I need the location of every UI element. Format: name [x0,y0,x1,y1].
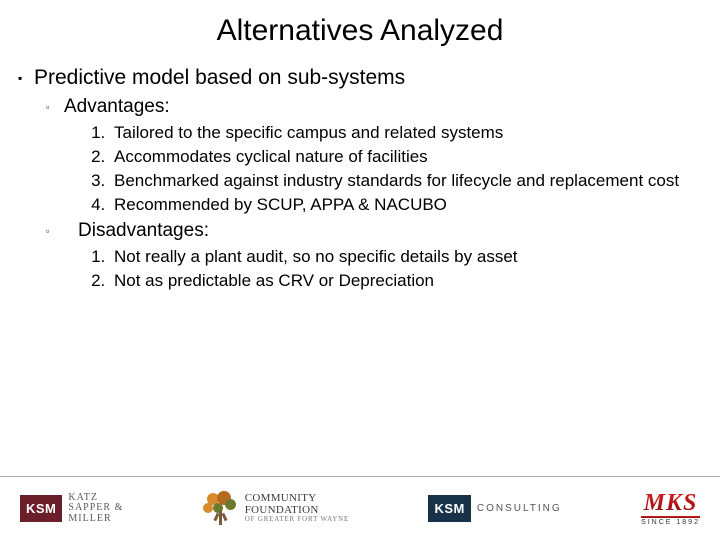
ksmcons-text: CONSULTING [477,503,562,514]
logo-community-foundation: COMMUNITY FOUNDATION OF GREATER FORT WAY… [203,491,349,527]
list-item: Not as predictable as CRV or Depreciatio… [110,270,682,292]
bullet-icon: ▫ [46,220,78,242]
logo-ksm-consulting: KSM CONSULTING [428,495,561,522]
bullet-icon: ▪ [18,66,34,90]
bullet-level2-disadvantages: ▫ Disadvantages: [46,220,702,242]
mks-main: MKS [641,491,700,515]
ksm-box: KSM [20,495,62,522]
advantages-list: Tailored to the specific campus and rela… [88,122,702,216]
slide-body: ▪ Predictive model based on sub-systems … [0,66,720,293]
disadvantages-list: Not really a plant audit, so no specific… [88,246,702,292]
footer-logos: KSM KATZ SAPPER & MILLER COMMUNITY FO [0,476,720,540]
ksmcons-box: KSM [428,495,470,522]
slide: Alternatives Analyzed ▪ Predictive model… [0,0,720,540]
bullet-level2-advantages: ▫ Advantages: [46,96,702,118]
list-item: Benchmarked against industry standards f… [110,170,682,192]
ksm-line3: MILLER [68,514,123,525]
list-item: Tailored to the specific campus and rela… [110,122,682,144]
list-item: Not really a plant audit, so no specific… [110,246,682,268]
slide-title: Alternatives Analyzed [0,0,720,56]
bullet-level1-text: Predictive model based on sub-systems [34,66,405,90]
mks-sub: SINCE 1892 [641,519,700,526]
cf-sub: OF GREATER FORT WAYNE [245,516,349,523]
tree-icon [203,491,239,527]
mks-rule [641,516,700,518]
cf-text: COMMUNITY FOUNDATION OF GREATER FORT WAY… [245,493,349,523]
bullet-level1: ▪ Predictive model based on sub-systems [18,66,702,90]
disadvantages-label: Disadvantages: [78,220,209,242]
list-item: Recommended by SCUP, APPA & NACUBO [110,194,682,216]
logo-mks: MKS SINCE 1892 [641,491,700,526]
bullet-icon: ▫ [46,96,64,118]
logo-ksm: KSM KATZ SAPPER & MILLER [20,493,123,525]
advantages-label: Advantages: [64,96,170,118]
list-item: Accommodates cyclical nature of faciliti… [110,146,682,168]
ksm-text: KATZ SAPPER & MILLER [68,493,123,525]
